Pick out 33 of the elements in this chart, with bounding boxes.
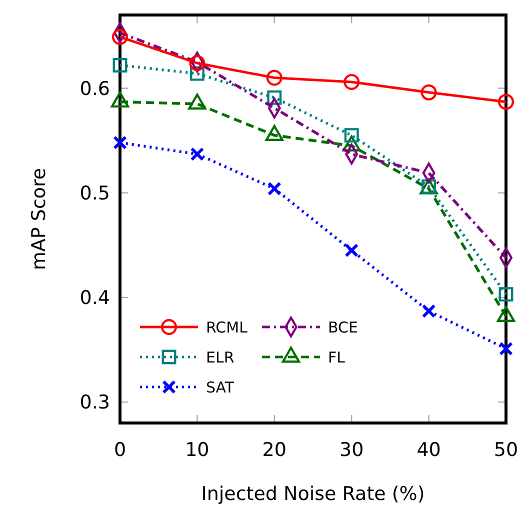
x-tick-label: 40 xyxy=(416,439,441,461)
x-tick-label: 0 xyxy=(114,439,126,461)
y-tick-label: 0.3 xyxy=(80,392,110,414)
point xyxy=(267,182,282,196)
x-tick-label: 30 xyxy=(340,439,364,461)
point xyxy=(498,287,514,302)
point xyxy=(190,147,204,162)
point xyxy=(344,74,360,90)
point xyxy=(267,90,282,105)
y-tick-label: 0.5 xyxy=(80,182,110,204)
y-tick-label: 0.6 xyxy=(80,78,110,100)
point xyxy=(189,55,206,72)
point xyxy=(113,136,127,150)
legend-label: RCML xyxy=(206,318,248,336)
legend-label: SAT xyxy=(206,378,235,396)
point xyxy=(420,84,437,100)
x-tick-label: 20 xyxy=(262,439,286,461)
point xyxy=(498,94,514,110)
point xyxy=(499,342,513,356)
x-axis-title: Injected Noise Rate (%) xyxy=(201,483,425,505)
x-tick-label: 50 xyxy=(494,439,518,461)
y-axis-title: mAP Score xyxy=(28,168,50,270)
point xyxy=(112,58,128,72)
point xyxy=(344,243,359,258)
legend-label: BCE xyxy=(328,318,358,336)
legend-label: FL xyxy=(328,348,346,366)
point xyxy=(190,66,204,81)
point xyxy=(422,304,436,318)
x-tick-label: 10 xyxy=(185,439,210,461)
point xyxy=(112,28,128,45)
y-tick-label: 0.4 xyxy=(80,287,110,310)
legend-label: ELR xyxy=(206,348,234,366)
point xyxy=(266,70,282,86)
